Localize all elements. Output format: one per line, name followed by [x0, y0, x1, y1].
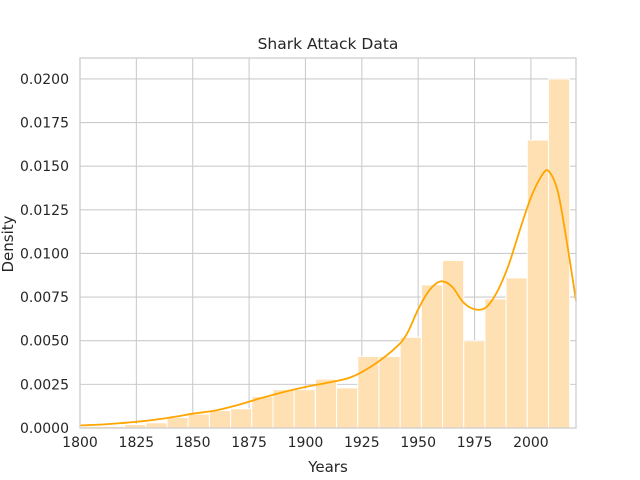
y-tick-label: 0.0000	[20, 421, 69, 437]
y-tick-label: 0.0200	[20, 72, 69, 88]
histogram-bar	[166, 417, 189, 429]
y-axis-label: Density	[0, 215, 17, 272]
histogram-bar	[208, 410, 232, 429]
x-tick-label: 1900	[288, 435, 324, 451]
y-tick-label: 0.0100	[20, 246, 69, 262]
x-tick-label: 1925	[344, 435, 380, 451]
x-tick-labels: 1800 1825 1850 1875 1900 1925 1950 1975 2000	[62, 435, 549, 451]
histogram-bar	[420, 284, 444, 429]
x-tick-label: 1850	[175, 435, 211, 451]
x-tick-label: 1950	[400, 435, 436, 451]
histogram-bar	[463, 340, 486, 429]
histogram-bar	[378, 355, 401, 429]
x-tick-label: 1975	[457, 435, 493, 451]
y-tick-label: 0.0075	[20, 290, 69, 306]
histogram-bars	[81, 78, 571, 429]
histogram-bar	[293, 389, 316, 429]
y-tick-label: 0.0125	[20, 203, 69, 219]
y-tick-labels: 0.0000 0.0025 0.0050 0.0075 0.0100 0.0125 0.01…	[20, 72, 69, 437]
plot-frame	[79, 57, 577, 429]
y-tick-label: 0.0025	[20, 377, 69, 393]
x-tick-label: 1800	[62, 435, 98, 451]
histogram-bar	[145, 422, 168, 429]
histogram-bar	[251, 396, 274, 429]
y-tick-label: 0.0050	[20, 334, 69, 350]
y-tick-label: 0.0150	[20, 159, 69, 175]
x-tick-label: 2000	[513, 435, 549, 451]
histogram-bar	[442, 259, 465, 429]
histogram-bar	[399, 336, 422, 429]
x-tick-label: 1825	[119, 435, 155, 451]
histogram-bar	[484, 298, 507, 429]
kde-line	[79, 169, 577, 427]
x-tick-label: 1875	[231, 435, 267, 451]
chart-title: Shark Attack Data	[258, 35, 399, 53]
x-axis-label: Years	[307, 458, 348, 476]
y-tick-label: 0.0175	[20, 116, 69, 132]
histogram-bar	[336, 387, 359, 429]
histogram-bar	[187, 413, 210, 429]
histogram-bar	[272, 389, 295, 429]
histogram-bar	[314, 378, 338, 429]
histogram-bar	[230, 408, 253, 429]
histogram-bar	[505, 277, 528, 429]
histogram-bar	[547, 78, 571, 429]
